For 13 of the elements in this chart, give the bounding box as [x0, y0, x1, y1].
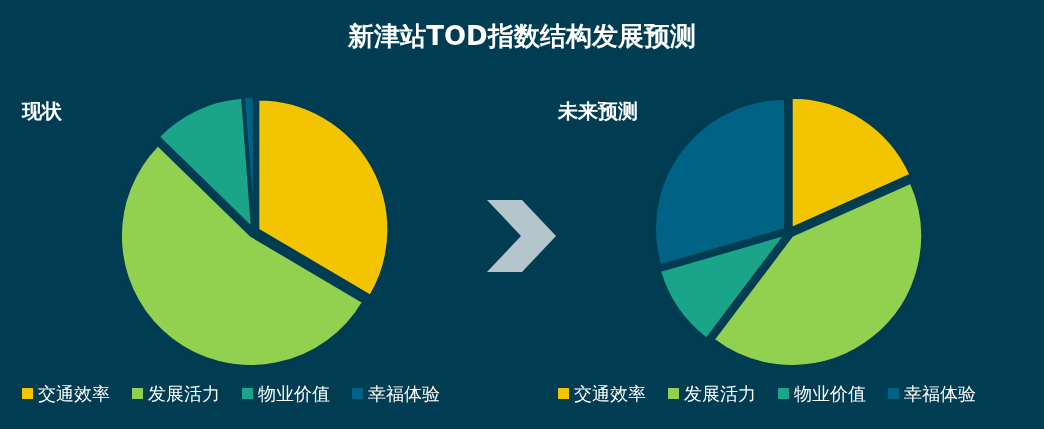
legend-label: 发展活力 — [684, 383, 756, 404]
pie-slice — [790, 96, 912, 229]
legend-label: 交通效率 — [38, 383, 110, 404]
legend-label: 物业价值 — [794, 383, 866, 404]
legend-label: 幸福体验 — [368, 383, 440, 404]
legend-label: 交通效率 — [574, 383, 646, 404]
chart-subtitle: 未来预测 — [557, 99, 638, 123]
pie-slice — [654, 98, 786, 267]
legend-label: 幸福体验 — [904, 383, 976, 404]
legend-label: 物业价值 — [258, 383, 330, 404]
chart-subtitle: 现状 — [21, 99, 63, 123]
legend-label: 发展活力 — [148, 383, 220, 404]
text: 新津站TOD指数结构发展预测 — [347, 21, 696, 51]
